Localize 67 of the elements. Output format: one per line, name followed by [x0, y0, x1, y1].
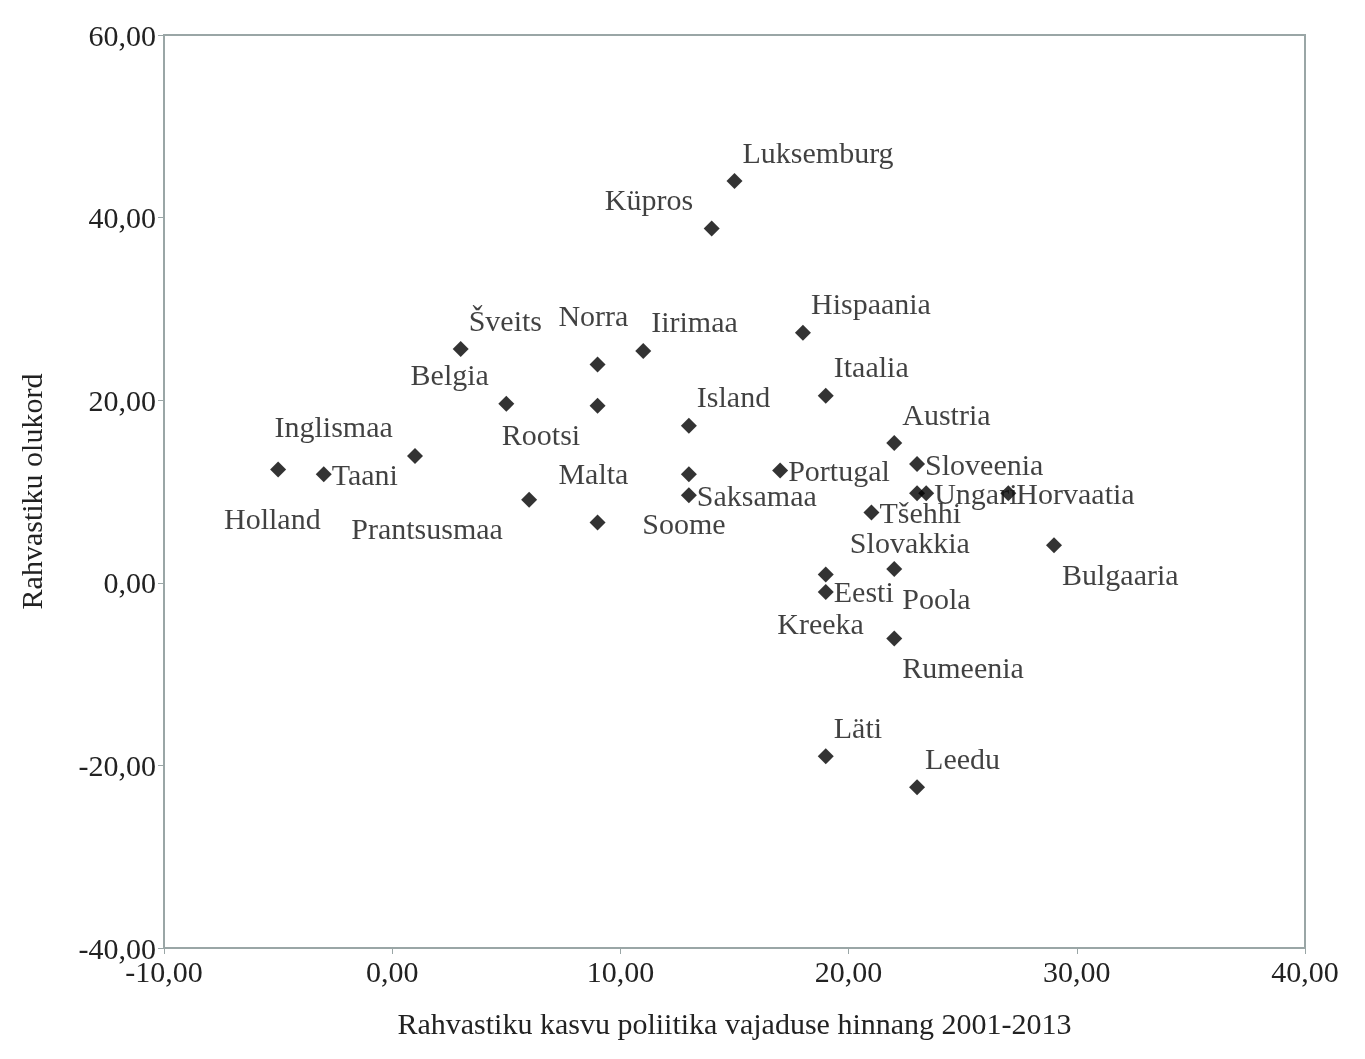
point	[521, 491, 538, 508]
point	[635, 342, 652, 359]
y-axis-title: Rahvastiku olukord	[14, 373, 48, 610]
annotation: Bulgaaria	[1061, 557, 1179, 591]
annotation: Taani	[331, 457, 398, 491]
x-tick-label: 30,00	[1043, 954, 1111, 988]
x-tick-label: 40,00	[1271, 954, 1339, 988]
annotation: Norra	[558, 299, 629, 333]
x-tick-label: 20,00	[814, 954, 883, 988]
point	[726, 173, 743, 190]
y-tick-label: 20,00	[88, 383, 156, 417]
y-tick-label: 60,00	[88, 18, 156, 52]
point	[589, 397, 606, 414]
point	[315, 466, 332, 483]
annotation: Inglismaa	[274, 410, 393, 444]
point	[680, 466, 697, 483]
annotation: Belgia	[410, 358, 489, 392]
annotation: Itaalia	[833, 350, 909, 384]
annotation: Malta	[558, 457, 629, 491]
annotation: Austria	[902, 397, 991, 431]
x-axis-title: Rahvastiku kasvu poliitika vajaduse hinnang 2001-2013	[397, 1006, 1072, 1040]
point	[498, 395, 515, 412]
point	[909, 456, 926, 473]
point	[817, 387, 834, 404]
annotation: Šveits	[468, 303, 543, 337]
annotation: Poola	[902, 581, 971, 615]
point	[703, 220, 720, 237]
point	[589, 356, 606, 373]
annotation: Iirimaa	[651, 305, 738, 339]
annotation: Island	[696, 380, 771, 414]
point	[680, 487, 697, 504]
point	[863, 504, 880, 521]
point	[909, 779, 926, 796]
y-tick-label: 0,00	[103, 566, 156, 600]
annotation: Luksemburg	[742, 135, 894, 169]
annotation: Portugal	[788, 454, 890, 487]
point	[886, 561, 903, 578]
annotation: Prantsusmaa	[351, 512, 503, 546]
annotation: Kreeka	[777, 607, 864, 641]
annotation: Eesti	[833, 575, 894, 609]
point	[886, 435, 903, 452]
point	[817, 583, 834, 600]
point	[452, 341, 469, 358]
point	[886, 630, 903, 647]
point	[589, 514, 606, 531]
point	[918, 485, 935, 502]
point	[270, 461, 287, 478]
point	[817, 566, 834, 583]
x-tick-label: 0,00	[365, 954, 419, 988]
annotation: Leedu	[925, 741, 1001, 775]
annotation: Rootsi	[501, 418, 581, 452]
point	[407, 447, 424, 464]
annotation: Küpros	[604, 183, 694, 217]
point	[817, 748, 834, 765]
y-tick-label: 40,00	[88, 201, 156, 235]
point	[794, 324, 811, 341]
point	[1045, 537, 1062, 554]
x-tick-label: 10,00	[586, 954, 655, 988]
annotation: Holland	[223, 502, 321, 536]
annotation: Rumeenia	[902, 650, 1024, 684]
annotation: Soome	[642, 506, 726, 540]
point	[772, 462, 789, 479]
annotation: Läti	[833, 710, 883, 744]
y-tick-label: -20,00	[78, 748, 156, 782]
point	[680, 417, 697, 434]
annotation: Slovakkia	[849, 525, 970, 559]
annotation: Hispaania	[810, 287, 931, 321]
